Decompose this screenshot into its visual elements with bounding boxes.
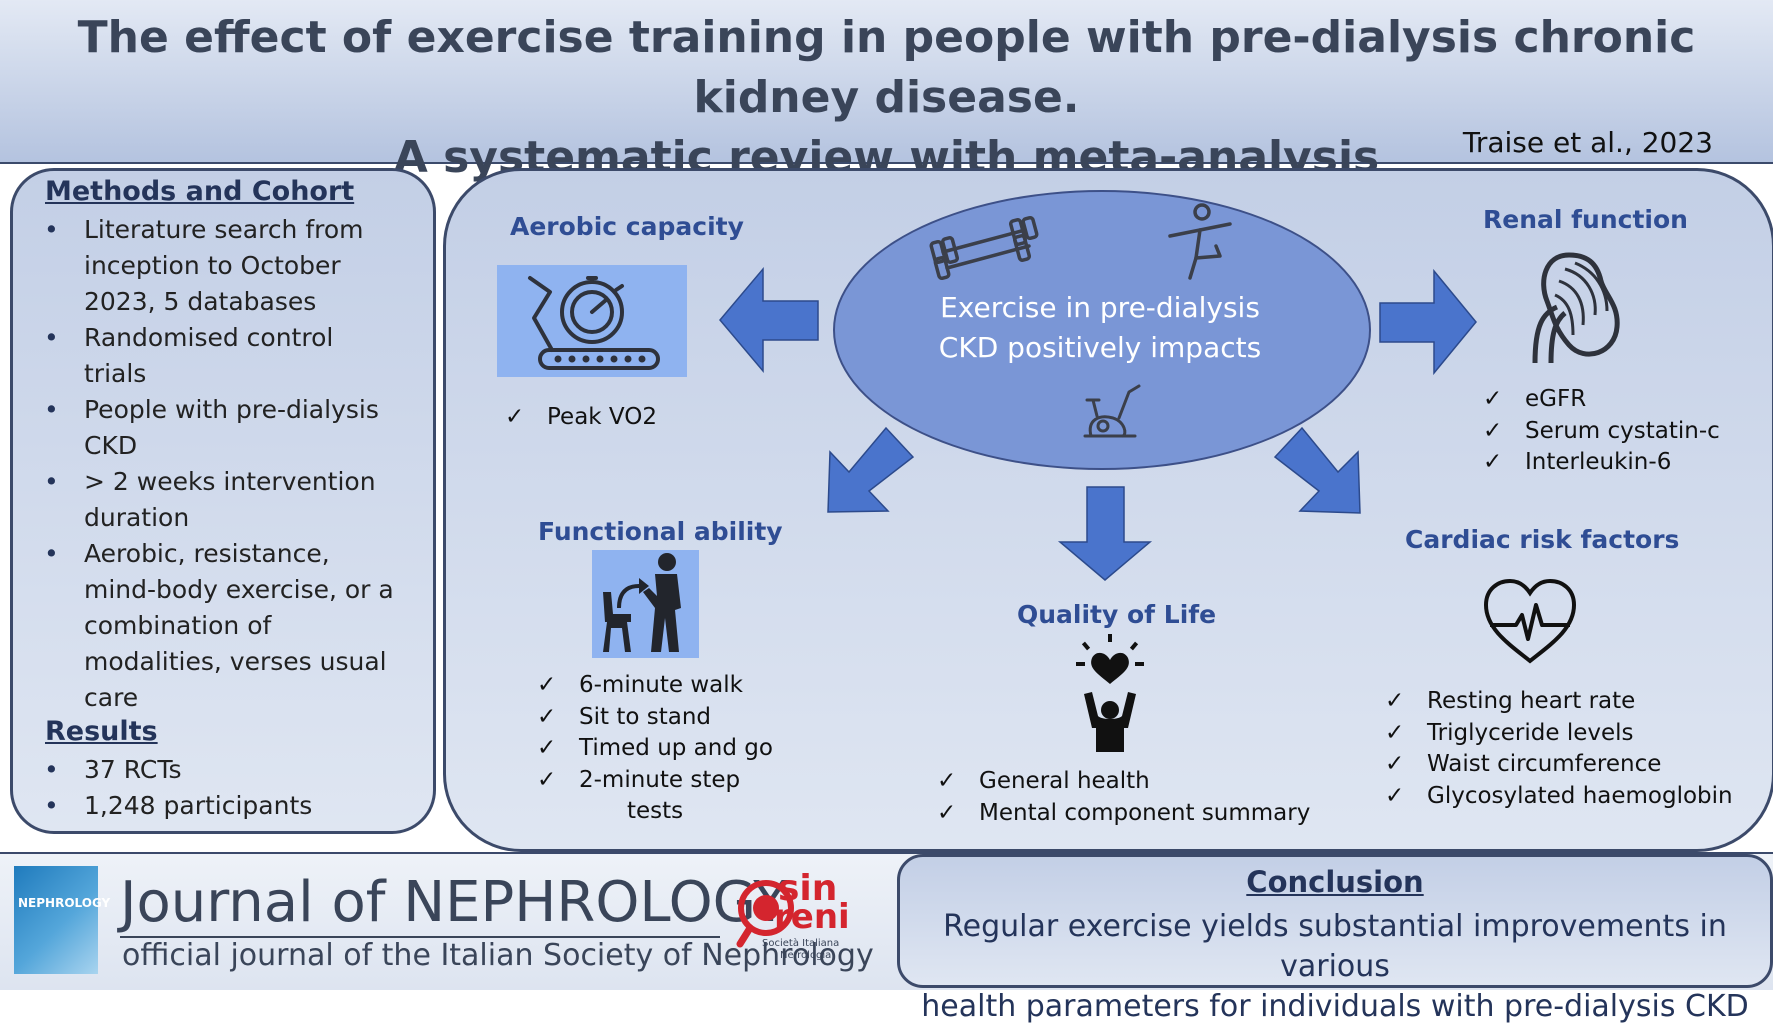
- conclusion-heading: Conclusion: [1246, 865, 1424, 899]
- person-heart-icon: [1076, 634, 1144, 752]
- journal-subtitle: official journal of the Italian Society …: [122, 938, 874, 973]
- methods-item: Randomised control trials: [42, 320, 422, 392]
- journal-cover-image: NEPHROLOGY: [14, 866, 110, 974]
- arrow-left-icon: [719, 266, 819, 374]
- aerobic-list: ✓ Peak VO2: [505, 402, 657, 434]
- dumbbell-icon: [929, 215, 1039, 281]
- check-icon: ✓: [537, 672, 557, 698]
- check-icon: ✓: [1483, 417, 1503, 444]
- methods-item: Aerobic, resistance, mind-body exercise,…: [42, 536, 422, 716]
- qol-heading: Quality of Life: [1017, 600, 1217, 629]
- center-statement: Exercise in pre-dialysis CKD positively …: [938, 291, 1262, 364]
- methods-list: Literature search from inception to Octo…: [42, 212, 422, 716]
- center-ellipse: [833, 190, 1371, 470]
- results-heading: Results: [45, 716, 158, 747]
- exercise-bike-icon: [1083, 384, 1141, 438]
- qol-item: ✓ Mental component summary: [937, 798, 1310, 830]
- cardiac-heading: Cardiac risk factors: [1405, 525, 1680, 554]
- methods-item: > 2 weeks intervention duration: [42, 464, 422, 536]
- check-icon: ✓: [537, 735, 557, 761]
- yoga-pose-icon: [1168, 203, 1232, 280]
- functional-item-continuation: tests: [627, 798, 684, 824]
- logo-sin: sin: [778, 868, 838, 909]
- cardiac-item: ✓ Triglyceride levels: [1385, 718, 1733, 750]
- logo-nefrologia: Nefrologia: [780, 950, 832, 961]
- methods-item: People with pre-dialysis CKD: [42, 392, 422, 464]
- check-icon: ✓: [1385, 719, 1405, 746]
- sit-to-stand-icon: [603, 553, 681, 652]
- qol-item: ✓ General health: [937, 766, 1310, 798]
- logo-reni: reni: [774, 897, 850, 937]
- functional-heading: Functional ability: [538, 517, 783, 546]
- check-icon: ✓: [1385, 751, 1405, 777]
- aerobic-item: ✓ Peak VO2: [505, 402, 657, 434]
- qol-list: ✓ General health ✓ Mental component summar…: [937, 766, 1310, 829]
- sin-logo: sin reni Società Italiana Nefrologia: [736, 868, 850, 968]
- cardiac-item: ✓ Glycosylated haemoglobin: [1385, 781, 1733, 813]
- arrow-right-icon: [1379, 268, 1477, 376]
- renal-item: ✓ eGFR: [1483, 384, 1720, 416]
- functional-list: ✓ 6-minute walk ✓ Sit to stand ✓ Timed up a…: [537, 670, 773, 828]
- arrow-down-right-icon: [1273, 426, 1361, 514]
- check-icon: ✓: [1385, 782, 1405, 809]
- functional-item: ✓ 6-minute walk: [537, 670, 773, 702]
- results-item: 37 RCTs: [42, 752, 422, 788]
- functional-item: ✓ 2-minute step: [537, 765, 773, 797]
- check-icon: ✓: [537, 703, 557, 730]
- cardiac-item: ✓ Waist circumference: [1385, 749, 1733, 781]
- title-line-1: The effect of exercise training in peopl…: [77, 12, 1696, 123]
- check-icon: ✓: [937, 799, 957, 826]
- aerobic-heading: Aerobic capacity: [510, 212, 744, 241]
- check-icon: ✓: [505, 404, 525, 430]
- renal-item: ✓ Interleukin-6: [1483, 447, 1720, 479]
- journal-divider: [120, 936, 720, 938]
- kidney-icon: [1532, 252, 1620, 364]
- check-icon: ✓: [1483, 449, 1503, 475]
- arrow-down-left-icon: [827, 426, 915, 513]
- functional-item: ✓ Timed up and go: [537, 733, 773, 765]
- check-icon: ✓: [937, 768, 957, 794]
- author-citation: Traise et al., 2023: [1462, 126, 1713, 159]
- renal-list: ✓ eGFR ✓ Serum cystatin-c ✓ Interleukin-6: [1483, 384, 1720, 479]
- results-item: 1,248 participants: [42, 788, 422, 824]
- check-icon: ✓: [1385, 688, 1405, 714]
- logo-society: Società Italiana: [762, 938, 840, 949]
- conclusion-text: Regular exercise yields substantial impr…: [921, 909, 1749, 1024]
- cardiac-list: ✓ Resting heart rate ✓ Triglyceride levels…: [1385, 686, 1733, 812]
- methods-item: Literature search from inception to Octo…: [42, 212, 422, 320]
- conclusion-box: Conclusion Regular exercise yields subst…: [897, 854, 1773, 1024]
- treadmill-icon: [528, 276, 660, 370]
- heart-pulse-icon: [1483, 578, 1577, 664]
- cardiac-item: ✓ Resting heart rate: [1385, 686, 1733, 718]
- sin-logo-icon: [736, 880, 794, 948]
- arrows-layer: [719, 266, 1477, 581]
- methods-heading: Methods and Cohort: [45, 176, 355, 207]
- check-icon: ✓: [537, 766, 557, 793]
- renal-item: ✓ Serum cystatin-c: [1483, 416, 1720, 448]
- journal-cover-title: NEPHROLOGY: [18, 896, 111, 910]
- check-icon: ✓: [1483, 386, 1503, 412]
- journal-title: Journal of NEPHROLOGY: [120, 870, 788, 935]
- renal-heading: Renal function: [1483, 205, 1688, 234]
- results-list: 37 RCTs 1,248 participants: [42, 752, 422, 824]
- arrow-down-icon: [1057, 486, 1153, 581]
- functional-item: ✓ Sit to stand: [537, 702, 773, 734]
